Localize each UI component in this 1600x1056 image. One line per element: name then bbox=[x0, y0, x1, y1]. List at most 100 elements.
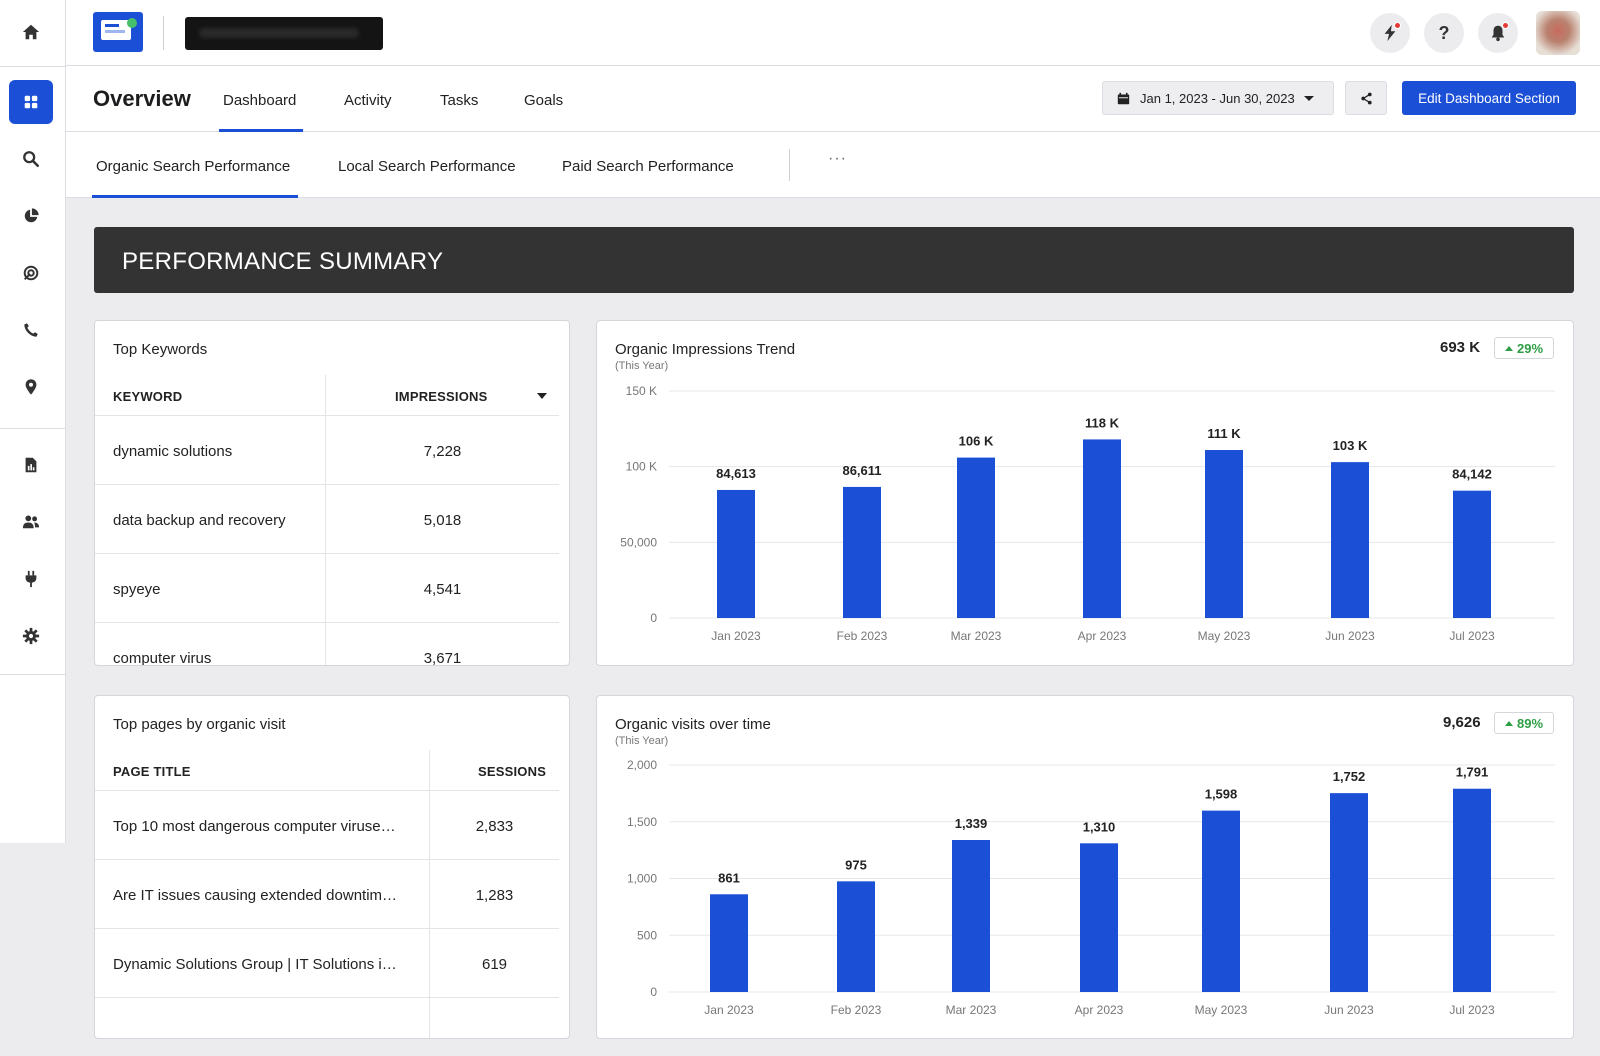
chevron-down-icon bbox=[1303, 95, 1314, 101]
gear-icon[interactable] bbox=[9, 614, 53, 658]
sort-desc-icon[interactable] bbox=[537, 393, 547, 399]
x-tick-label: Mar 2023 bbox=[946, 1003, 997, 1017]
bar-value-label: 118 K bbox=[1085, 415, 1120, 430]
keyword-cell: data backup and recovery bbox=[113, 512, 286, 529]
home-icon[interactable] bbox=[9, 10, 53, 54]
header-divider bbox=[95, 790, 559, 791]
bar[interactable] bbox=[710, 894, 748, 992]
page-title-cell[interactable]: Are IT issues causing extended downtim… bbox=[113, 887, 398, 904]
row-divider bbox=[95, 553, 559, 554]
sidebar-footer-space bbox=[0, 843, 66, 1056]
column-divider bbox=[325, 375, 326, 665]
delta-value: 29% bbox=[1516, 340, 1544, 356]
bar[interactable] bbox=[1083, 439, 1121, 618]
users-icon[interactable] bbox=[9, 500, 53, 544]
share-button[interactable] bbox=[1345, 81, 1387, 115]
bar-value-label: 1,310 bbox=[1083, 819, 1116, 834]
bar[interactable] bbox=[1205, 450, 1243, 618]
target-icon[interactable] bbox=[9, 251, 53, 295]
page-title-cell[interactable]: Dynamic Solutions Group | IT Solutions i… bbox=[113, 956, 397, 973]
tab-goals[interactable]: Goals bbox=[524, 92, 564, 109]
bar[interactable] bbox=[1453, 788, 1491, 992]
redacted-client-name[interactable] bbox=[185, 17, 383, 50]
pie-chart-icon[interactable] bbox=[9, 194, 53, 238]
card-title: Top pages by organic visit bbox=[113, 716, 286, 733]
bar-value-label: 84,142 bbox=[1452, 467, 1492, 482]
y-tick-label: 100 K bbox=[626, 460, 657, 474]
top-bar: ? bbox=[66, 0, 1600, 66]
bar[interactable] bbox=[1453, 490, 1491, 618]
column-header-page-title[interactable]: PAGE TITLE bbox=[113, 764, 191, 779]
tab-organic-search-performance[interactable]: Organic Search Performance bbox=[96, 158, 291, 175]
bar-value-label: 861 bbox=[718, 870, 740, 885]
bar[interactable] bbox=[843, 486, 881, 618]
location-pin-icon[interactable] bbox=[9, 365, 53, 409]
y-tick-label: 50,000 bbox=[620, 535, 657, 549]
bar-value-label: 106 K bbox=[959, 434, 994, 449]
y-tick-label: 2,000 bbox=[627, 758, 657, 772]
x-tick-label: Jul 2023 bbox=[1449, 1003, 1495, 1017]
x-tick-label: Jan 2023 bbox=[711, 629, 761, 643]
impressions-bar-chart: 0 50,000 100 K 150 K 84,613 Jan 2023 86,611 Feb… bbox=[620, 384, 1555, 643]
row-divider bbox=[95, 622, 559, 623]
delta-badge: 29% bbox=[1494, 337, 1554, 359]
sessions-cell: 1,283 bbox=[475, 887, 514, 904]
top-pages-card: Top pages by organic visit PAGE TITLE SE… bbox=[94, 695, 570, 1039]
delta-value: 89% bbox=[1516, 715, 1544, 731]
x-tick-label: Mar 2023 bbox=[951, 629, 1002, 643]
bar[interactable] bbox=[1202, 810, 1240, 992]
column-header-impressions[interactable]: IMPRESSIONS bbox=[395, 389, 488, 404]
bar[interactable] bbox=[957, 457, 995, 618]
page-title: Overview bbox=[93, 86, 191, 111]
sessions-cell: 2,833 bbox=[475, 818, 514, 835]
help-icon[interactable]: ? bbox=[1424, 13, 1464, 53]
bar[interactable] bbox=[1080, 843, 1118, 992]
bar[interactable] bbox=[717, 489, 755, 618]
bell-icon[interactable] bbox=[1478, 13, 1518, 53]
performance-summary-header: PERFORMANCE SUMMARY bbox=[94, 227, 1574, 293]
x-tick-label: May 2023 bbox=[1195, 1003, 1248, 1017]
column-header-keyword[interactable]: KEYWORD bbox=[113, 389, 183, 404]
report-document-icon[interactable] bbox=[9, 443, 53, 487]
date-range-picker[interactable]: Jan 1, 2023 - Jun 30, 2023 bbox=[1102, 81, 1334, 115]
bar[interactable] bbox=[1330, 793, 1368, 992]
chart-subtitle: (This Year) bbox=[615, 360, 669, 372]
search-icon[interactable] bbox=[9, 137, 53, 181]
tab-tasks[interactable]: Tasks bbox=[440, 92, 479, 109]
x-tick-label: Feb 2023 bbox=[831, 1003, 882, 1017]
sidebar bbox=[0, 0, 66, 843]
bar[interactable] bbox=[837, 881, 875, 992]
edit-dashboard-section-button[interactable]: Edit Dashboard Section bbox=[1402, 81, 1576, 115]
lightning-icon[interactable] bbox=[1370, 13, 1410, 53]
tab-paid-search-performance[interactable]: Paid Search Performance bbox=[562, 158, 734, 175]
bar[interactable] bbox=[952, 840, 990, 992]
phone-icon[interactable] bbox=[9, 308, 53, 352]
keyword-cell: spyeye bbox=[113, 581, 161, 598]
tab-activity[interactable]: Activity bbox=[344, 92, 392, 109]
share-icon bbox=[1360, 92, 1372, 104]
page-title-cell[interactable]: Top 10 most dangerous computer viruse… bbox=[113, 818, 396, 835]
more-tabs-icon[interactable]: ··· bbox=[828, 150, 847, 167]
tab-local-search-performance[interactable]: Local Search Performance bbox=[338, 158, 516, 175]
bar-value-label: 103 K bbox=[1333, 438, 1368, 453]
row-divider bbox=[95, 859, 559, 860]
column-header-sessions[interactable]: SESSIONS bbox=[478, 764, 547, 779]
column-divider bbox=[429, 750, 430, 1038]
bar[interactable] bbox=[1331, 462, 1369, 618]
y-tick-label: 0 bbox=[650, 985, 657, 999]
row-divider bbox=[95, 997, 559, 998]
calendar-icon bbox=[1117, 92, 1130, 104]
section-title: PERFORMANCE SUMMARY bbox=[122, 248, 444, 275]
sessions-cell: 619 bbox=[481, 956, 508, 973]
dashboard-grid-icon[interactable] bbox=[9, 80, 53, 124]
keyword-cell: dynamic solutions bbox=[113, 443, 233, 460]
bar-value-label: 86,611 bbox=[842, 463, 881, 478]
avatar[interactable] bbox=[1536, 11, 1580, 55]
impressions-cell: 3,671 bbox=[423, 650, 462, 666]
plug-icon[interactable] bbox=[9, 557, 53, 601]
impressions-cell: 5,018 bbox=[423, 512, 462, 529]
arrow-up-icon bbox=[1504, 720, 1513, 726]
agency-logo[interactable] bbox=[93, 12, 143, 52]
row-divider bbox=[95, 928, 559, 929]
tab-dashboard[interactable]: Dashboard bbox=[223, 92, 297, 109]
